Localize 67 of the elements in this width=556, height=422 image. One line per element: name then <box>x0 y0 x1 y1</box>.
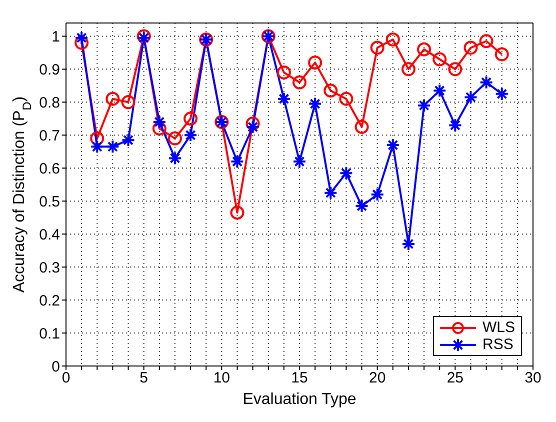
x-tick-label: 30 <box>524 370 542 387</box>
point <box>246 116 260 131</box>
point <box>324 84 338 98</box>
point <box>106 140 120 154</box>
legend-label: WLS <box>482 319 515 336</box>
y-tick-label: 0 <box>52 358 60 376</box>
point <box>339 92 354 106</box>
point <box>74 30 89 45</box>
x-tick-label: 25 <box>446 370 464 387</box>
point <box>230 206 244 220</box>
x-tick-label: 20 <box>368 370 386 387</box>
x-tick-label: 15 <box>291 370 308 387</box>
point <box>479 34 494 48</box>
y-tick-label: 0.3 <box>39 259 60 276</box>
point <box>246 120 260 134</box>
point <box>308 96 322 111</box>
point <box>230 154 244 169</box>
x-axis-title: Evaluation Type <box>242 391 356 408</box>
y-tick-label: 0.1 <box>39 325 60 342</box>
point <box>417 98 432 112</box>
point <box>324 186 338 200</box>
point <box>494 86 509 101</box>
point <box>276 92 291 106</box>
point <box>432 84 447 98</box>
point <box>292 75 306 90</box>
point <box>464 40 478 55</box>
legend-label: RSS <box>482 336 514 353</box>
point <box>479 75 494 90</box>
x-tick-label: 10 <box>213 370 230 387</box>
point <box>401 62 416 76</box>
point <box>121 95 136 110</box>
point <box>370 40 384 55</box>
y-tick-label: 0.8 <box>39 94 60 112</box>
point <box>168 131 182 146</box>
point <box>276 65 291 80</box>
y-tick-label: 0.4 <box>39 226 60 244</box>
point <box>152 114 166 129</box>
y-tick-label: 1 <box>52 28 60 46</box>
point <box>354 199 369 214</box>
point <box>308 56 322 70</box>
point <box>494 47 509 62</box>
y-tick-label: 0.5 <box>39 193 60 210</box>
point <box>370 188 384 202</box>
point <box>339 166 354 180</box>
point <box>121 133 136 148</box>
y-tick-label: 0.7 <box>39 127 60 144</box>
point <box>432 52 447 66</box>
point <box>448 62 462 76</box>
point <box>417 42 432 56</box>
point <box>152 122 166 136</box>
point <box>184 128 198 142</box>
point <box>184 112 198 126</box>
point <box>386 32 400 46</box>
point <box>448 118 462 132</box>
point <box>168 151 182 166</box>
point <box>106 92 120 106</box>
point <box>354 120 369 134</box>
point <box>74 36 89 50</box>
y-tick-label: 0.6 <box>39 160 60 178</box>
point <box>464 90 478 104</box>
point <box>292 154 306 169</box>
y-tick-label: 0.2 <box>39 292 60 310</box>
y-tick-label: 0.9 <box>39 62 60 78</box>
point <box>386 138 400 152</box>
point <box>90 140 104 154</box>
point <box>90 131 104 146</box>
x-tick-label: 5 <box>140 370 148 387</box>
